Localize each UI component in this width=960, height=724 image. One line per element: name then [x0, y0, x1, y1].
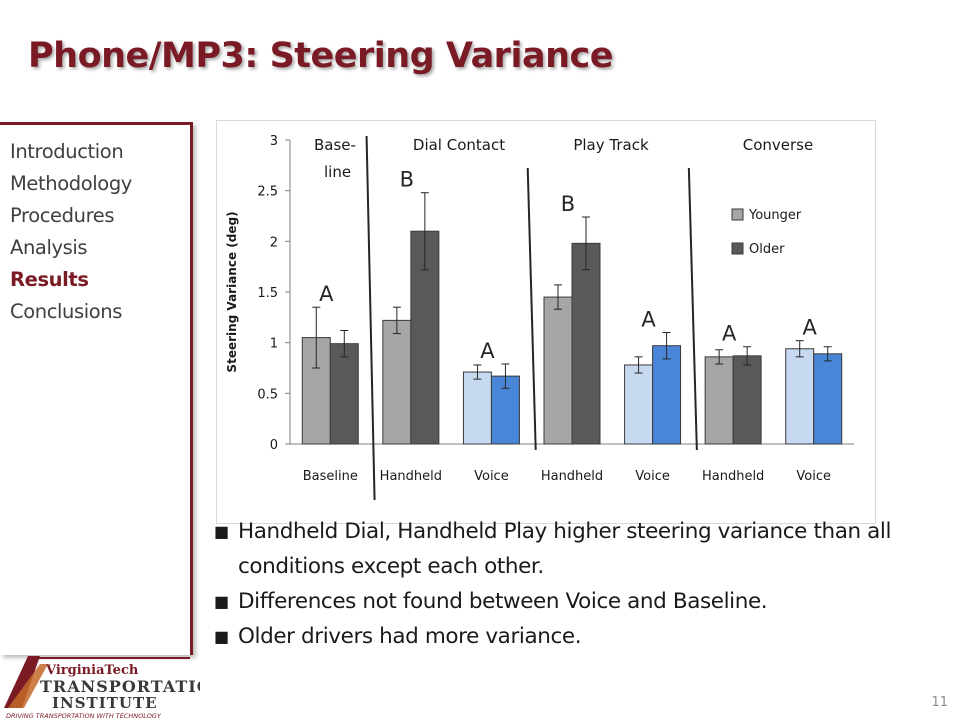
- section-label: Play Track: [573, 136, 649, 154]
- findings-list: ■ Handheld Dial, Handheld Play higher ste…: [214, 514, 954, 654]
- vtti-logo: VirginiaTech TRANSPORTATION INSTITUTE DR…: [0, 650, 226, 720]
- section-label: line: [324, 163, 351, 181]
- square-bullet-icon: ■: [214, 522, 229, 541]
- significance-letter: B: [400, 168, 414, 192]
- x-tick-label: Handheld: [702, 469, 764, 484]
- section-nav: Introduction Methodology Procedures Anal…: [10, 136, 132, 328]
- nav-item-procedures[interactable]: Procedures: [10, 204, 115, 227]
- y-tick-label: 1: [270, 337, 278, 352]
- y-tick-label: 2: [270, 235, 278, 250]
- bar-younger: [462, 371, 492, 445]
- significance-letter: A: [319, 282, 334, 306]
- logo-emblem-icon: [4, 656, 40, 708]
- significance-letter: A: [722, 322, 737, 346]
- y-axis-label: Steering Variance (deg): [225, 211, 239, 372]
- bar-younger: [543, 296, 573, 445]
- bar-older: [652, 345, 682, 445]
- legend-swatch-younger: [731, 208, 744, 221]
- bar-older: [329, 343, 359, 445]
- bar-younger: [704, 356, 734, 445]
- finding-item: ■ Handheld Dial, Handheld Play higher ste…: [214, 514, 954, 584]
- finding-text: Handheld Dial, Handheld Play higher stee…: [238, 519, 892, 579]
- finding-text: Differences not found between Voice and …: [238, 589, 768, 614]
- square-bullet-icon: ■: [214, 592, 229, 611]
- finding-text: Older drivers had more variance.: [238, 624, 582, 649]
- logo-tagline: DRIVING TRANSPORTATION WITH TECHNOLOGY: [6, 712, 162, 720]
- x-tick-label: Voice: [796, 469, 831, 484]
- bar-younger: [624, 364, 654, 445]
- y-tick-label: 0.5: [257, 387, 278, 402]
- y-tick-label: 2.5: [257, 185, 278, 200]
- slide-title: Phone/MP3: Steering Variance: [28, 36, 613, 76]
- section-label: Converse: [743, 136, 813, 154]
- section-label: Dial Contact: [413, 136, 505, 154]
- x-tick-label: Baseline: [303, 469, 358, 484]
- nav-item-conclusions[interactable]: Conclusions: [10, 300, 123, 323]
- significance-letter: A: [641, 308, 656, 332]
- bar-younger: [785, 348, 815, 445]
- section-divider: [687, 167, 698, 451]
- bar-older: [571, 242, 601, 445]
- x-tick-label: Handheld: [380, 469, 442, 484]
- section-divider: [526, 167, 537, 451]
- steering-variance-chart: 0 0.5 1 1.5 2 2.5 3 Steering Variance (deg) Base…: [216, 120, 876, 524]
- bar-older: [732, 355, 762, 445]
- significance-letter: A: [480, 339, 495, 363]
- section-label: Base-: [314, 136, 356, 154]
- legend-label-older: Older: [749, 242, 785, 257]
- bar-older: [813, 353, 843, 445]
- nav-item-results[interactable]: Results: [10, 268, 89, 291]
- significance-letter: A: [803, 316, 818, 340]
- x-tick-label: Voice: [635, 469, 670, 484]
- logo-line2: TRANSPORTATION: [40, 677, 200, 696]
- chart-svg: 0 0.5 1 1.5 2 2.5 3 Steering Variance (deg) Base…: [216, 120, 876, 524]
- bar-younger: [382, 319, 412, 445]
- y-tick-label: 3: [270, 134, 278, 149]
- square-bullet-icon: ■: [214, 627, 229, 646]
- logo-line3: INSTITUTE: [52, 694, 158, 712]
- finding-item: ■ Differences not found between Voice and…: [214, 584, 954, 619]
- y-tick-label: 0: [270, 438, 278, 453]
- page-number: 11: [931, 695, 948, 710]
- x-tick-label: Handheld: [541, 469, 603, 484]
- nav-item-analysis[interactable]: Analysis: [10, 236, 88, 259]
- significance-letter: B: [561, 192, 575, 216]
- logo-line1: VirginiaTech: [45, 663, 139, 678]
- nav-item-methodology[interactable]: Methodology: [10, 172, 132, 195]
- finding-item: ■ Older drivers had more variance.: [214, 619, 954, 654]
- nav-item-introduction[interactable]: Introduction: [10, 140, 124, 163]
- x-tick-label: Voice: [474, 469, 509, 484]
- section-divider: [365, 135, 376, 501]
- legend-label-younger: Younger: [748, 208, 802, 223]
- sidebar-frame: [0, 122, 193, 655]
- y-tick-label: 1.5: [257, 286, 278, 301]
- legend-swatch-older: [731, 242, 744, 255]
